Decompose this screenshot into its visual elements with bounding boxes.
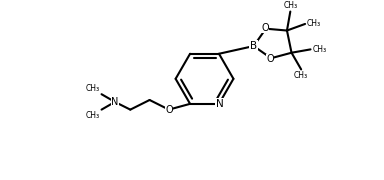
Text: CH₃: CH₃ (307, 19, 321, 28)
Text: B: B (250, 41, 257, 51)
Text: CH₃: CH₃ (86, 111, 99, 120)
Text: O: O (266, 54, 274, 64)
Text: N: N (216, 99, 224, 109)
Text: O: O (165, 105, 173, 115)
Text: CH₃: CH₃ (294, 71, 308, 80)
Text: CH₃: CH₃ (283, 1, 297, 10)
Text: N: N (111, 97, 119, 107)
Text: CH₃: CH₃ (86, 84, 99, 93)
Text: O: O (261, 23, 269, 33)
Text: CH₃: CH₃ (313, 45, 326, 54)
